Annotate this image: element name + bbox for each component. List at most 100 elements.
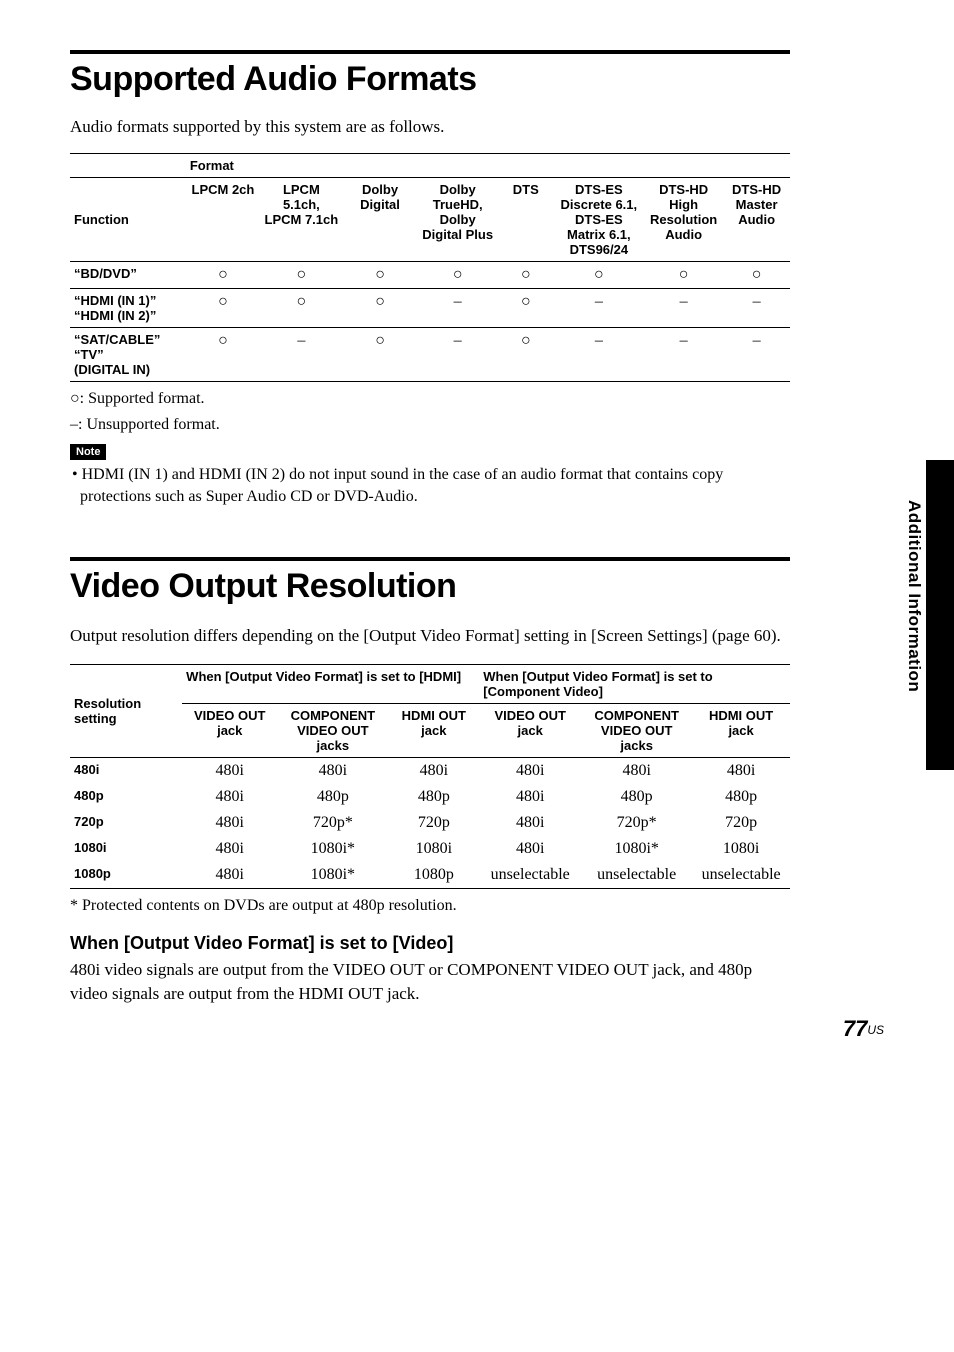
sub-col: COMPONENT VIDEO OUT jacks (277, 703, 388, 757)
table-cell: 480i (388, 757, 479, 784)
table-row-head: 1080i (70, 836, 182, 862)
table-cell: ○ (498, 262, 554, 289)
table-row-head: 1080p (70, 862, 182, 889)
table-row-head: 480i (70, 757, 182, 784)
table-cell: 1080i (388, 836, 479, 862)
section2-title: Video Output Resolution (70, 567, 790, 606)
table-cell: – (417, 289, 498, 328)
table-cell: 1080i* (277, 862, 388, 889)
table-cell: 480i (479, 810, 581, 836)
table-row-head: “HDMI (IN 1)”“HDMI (IN 2)” (70, 289, 186, 328)
col-lpcm2ch: LPCM 2ch (186, 178, 260, 262)
col-lpcm51: LPCM 5.1ch, LPCM 7.1ch (260, 178, 343, 262)
table-cell: 720p* (581, 810, 692, 836)
table-cell: unselectable (692, 862, 790, 889)
table-cell: 480i (277, 757, 388, 784)
table-cell: – (723, 289, 790, 328)
table-cell: – (260, 328, 343, 382)
table-cell: 1080i* (581, 836, 692, 862)
legend-unsupported: –: Unsupported format. (70, 416, 790, 434)
table-cell: ○ (186, 262, 260, 289)
table-cell: ○ (186, 289, 260, 328)
section2-subtitle: When [Output Video Format] is set to [Vi… (70, 933, 790, 954)
video-output-table: Resolution setting When [Output Video Fo… (70, 664, 790, 889)
table-cell: unselectable (479, 862, 581, 889)
section2-subbody: 480i video signals are output from the V… (70, 958, 790, 1006)
col-dts: DTS (498, 178, 554, 262)
table-cell: 720p (388, 810, 479, 836)
table-cell: – (723, 328, 790, 382)
table-cell: ○ (343, 289, 418, 328)
note-label: Note (70, 444, 106, 460)
table-cell: 480i (581, 757, 692, 784)
table-cell: ○ (343, 328, 418, 382)
table-cell: ○ (723, 262, 790, 289)
section1-title: Supported Audio Formats (70, 60, 790, 99)
table-cell: 480i (182, 757, 277, 784)
sub-col: HDMI OUT jack (692, 703, 790, 757)
col-dolby-digital: Dolby Digital (343, 178, 418, 262)
table-cell: ○ (343, 262, 418, 289)
table-cell: 1080p (388, 862, 479, 889)
sub-col: VIDEO OUT jack (479, 703, 581, 757)
table-cell: – (417, 328, 498, 382)
table-cell: ○ (644, 262, 723, 289)
sub-col: COMPONENT VIDEO OUT jacks (581, 703, 692, 757)
col-dtshd-master: DTS-HD Master Audio (723, 178, 790, 262)
table-cell: 480i (479, 757, 581, 784)
table-row-head: “SAT/CABLE”“TV”(DIGITAL IN) (70, 328, 186, 382)
group2-label: When [Output Video Format] is set to [Co… (479, 664, 790, 703)
table-cell: ○ (498, 328, 554, 382)
page-number: 77US (843, 1016, 884, 1042)
group1-label: When [Output Video Format] is set to [HD… (182, 664, 479, 703)
table-cell: ○ (260, 289, 343, 328)
section-rule (70, 50, 790, 54)
format-label: Format (186, 154, 790, 178)
sidebar-tab (926, 460, 954, 770)
table-cell: 720p* (277, 810, 388, 836)
table-cell: ○ (554, 262, 644, 289)
table-cell: – (554, 328, 644, 382)
table-cell: ○ (498, 289, 554, 328)
table-cell: unselectable (581, 862, 692, 889)
table-cell: 480i (182, 836, 277, 862)
sub-col: HDMI OUT jack (388, 703, 479, 757)
table-cell: – (644, 289, 723, 328)
table-cell: 480i (182, 810, 277, 836)
sidebar-label: Additional Information (904, 500, 924, 692)
table-cell: 480i (182, 862, 277, 889)
note-body: • HDMI (IN 1) and HDMI (IN 2) do not inp… (70, 464, 790, 507)
table-cell: 480i (479, 836, 581, 862)
table-cell: 480p (692, 784, 790, 810)
table-cell: – (554, 289, 644, 328)
table-cell: 480p (277, 784, 388, 810)
table-cell: 480p (581, 784, 692, 810)
table-cell: 1080i (692, 836, 790, 862)
sub-col: VIDEO OUT jack (182, 703, 277, 757)
table-cell: 1080i* (277, 836, 388, 862)
table-cell: 480i (479, 784, 581, 810)
function-label: Function (70, 178, 186, 262)
table-cell: – (644, 328, 723, 382)
col-dtshd-high: DTS-HD High Resolution Audio (644, 178, 723, 262)
resolution-label: Resolution setting (70, 664, 182, 757)
table-cell: ○ (186, 328, 260, 382)
col-dtses: DTS-ES Discrete 6.1, DTS-ES Matrix 6.1, … (554, 178, 644, 262)
section1-intro: Audio formats supported by this system a… (70, 117, 790, 137)
table-row-head: 480p (70, 784, 182, 810)
col-dolby-truehd: Dolby TrueHD, Dolby Digital Plus (417, 178, 498, 262)
table-cell: 720p (692, 810, 790, 836)
legend-supported: ○: Supported format. (70, 390, 790, 408)
table-cell: 480p (388, 784, 479, 810)
table-row-head: “BD/DVD” (70, 262, 186, 289)
section-rule (70, 557, 790, 561)
audio-formats-table: Format Function LPCM 2ch LPCM 5.1ch, LPC… (70, 153, 790, 382)
table-cell: ○ (260, 262, 343, 289)
table-cell: 480i (182, 784, 277, 810)
table-cell: 480i (692, 757, 790, 784)
table-row-head: 720p (70, 810, 182, 836)
footnote: * Protected contents on DVDs are output … (70, 897, 790, 915)
page-number-small: US (867, 1023, 884, 1037)
page-number-big: 77 (843, 1016, 867, 1041)
table-cell: ○ (417, 262, 498, 289)
